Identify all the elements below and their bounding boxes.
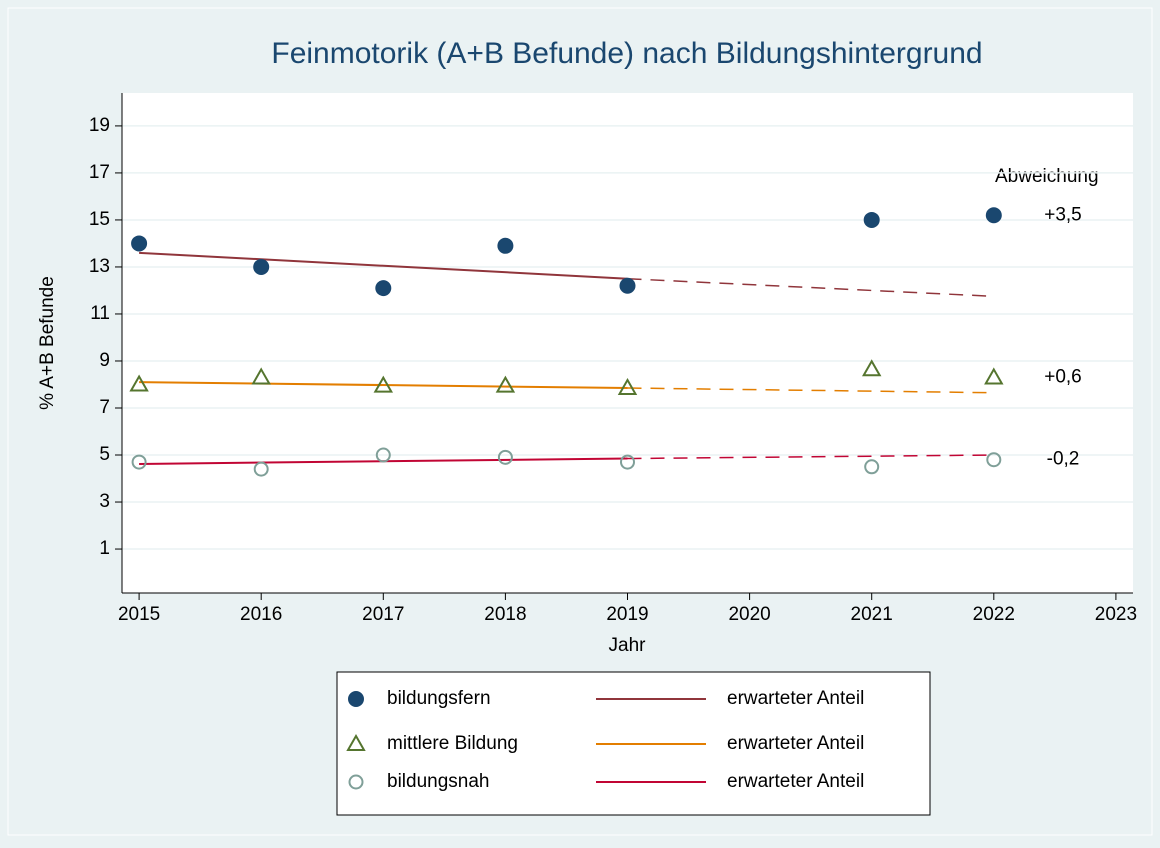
x-tick-label: 2018 <box>484 604 526 625</box>
legend-label: erwarteter Anteil <box>727 733 864 754</box>
y-tick-label: 5 <box>99 444 110 465</box>
data-point <box>253 461 269 477</box>
y-tick-label: 15 <box>89 209 110 230</box>
legend-marker <box>348 774 364 790</box>
x-tick-label: 2016 <box>240 604 282 625</box>
trend-projection <box>627 277 994 298</box>
trend-line <box>139 251 628 280</box>
data-point <box>497 449 513 465</box>
x-tick-label: 2021 <box>851 604 893 625</box>
trend-projection <box>627 454 994 460</box>
trend-projection <box>627 387 994 394</box>
deviation-label: +0,6 <box>1044 366 1082 387</box>
y-tick-label: 3 <box>99 491 110 512</box>
legend-label: erwarteter Anteil <box>727 688 864 709</box>
y-tick-label: 17 <box>89 162 110 183</box>
x-tick-label: 2015 <box>118 604 160 625</box>
y-tick-label: 13 <box>89 256 110 277</box>
y-tick-label: 19 <box>89 115 110 136</box>
data-point <box>863 211 880 228</box>
data-point <box>985 207 1002 224</box>
data-point <box>986 452 1002 468</box>
legend-marker <box>346 733 366 751</box>
deviation-title: Abweichung <box>995 166 1099 187</box>
data-point <box>984 367 1004 385</box>
data-point <box>131 454 147 470</box>
data-point <box>129 374 149 392</box>
data-point <box>619 277 636 294</box>
x-tick-label: 2017 <box>362 604 404 625</box>
y-tick-label: 7 <box>99 397 110 418</box>
x-axis-label: Jahr <box>609 635 647 656</box>
y-axis-label: % A+B Befunde <box>37 276 58 410</box>
y-tick-label: 9 <box>99 350 110 371</box>
legend-label: erwarteter Anteil <box>727 771 864 792</box>
y-tick-label: 11 <box>90 303 110 324</box>
data-point <box>375 447 391 463</box>
legend-label: bildungsnah <box>387 771 489 792</box>
chart-title: Feinmotorik (A+B Befunde) nach Bildungsh… <box>271 37 982 70</box>
x-tick-label: 2019 <box>606 604 648 625</box>
trend-line <box>139 381 628 390</box>
legend-marker <box>348 691 364 707</box>
data-point <box>861 359 882 377</box>
data-point <box>253 258 270 275</box>
data-point <box>497 237 514 254</box>
x-tick-label: 2023 <box>1095 604 1137 625</box>
y-tick-label: 1 <box>99 538 110 559</box>
data-point <box>864 459 880 475</box>
data-point <box>373 375 394 393</box>
legend-label: bildungsfern <box>387 688 491 709</box>
data-point <box>251 367 271 385</box>
data-point <box>495 375 516 393</box>
x-tick-label: 2020 <box>728 604 770 625</box>
x-tick-label: 2022 <box>973 604 1015 625</box>
data-point <box>131 235 148 252</box>
data-point <box>620 454 635 470</box>
deviation-label: +3,5 <box>1044 204 1082 225</box>
legend-label: mittlere Bildung <box>387 733 518 754</box>
data-point <box>375 280 392 297</box>
data-point <box>617 378 638 396</box>
deviation-label: -0,2 <box>1047 449 1080 470</box>
plot-area <box>122 93 1133 593</box>
